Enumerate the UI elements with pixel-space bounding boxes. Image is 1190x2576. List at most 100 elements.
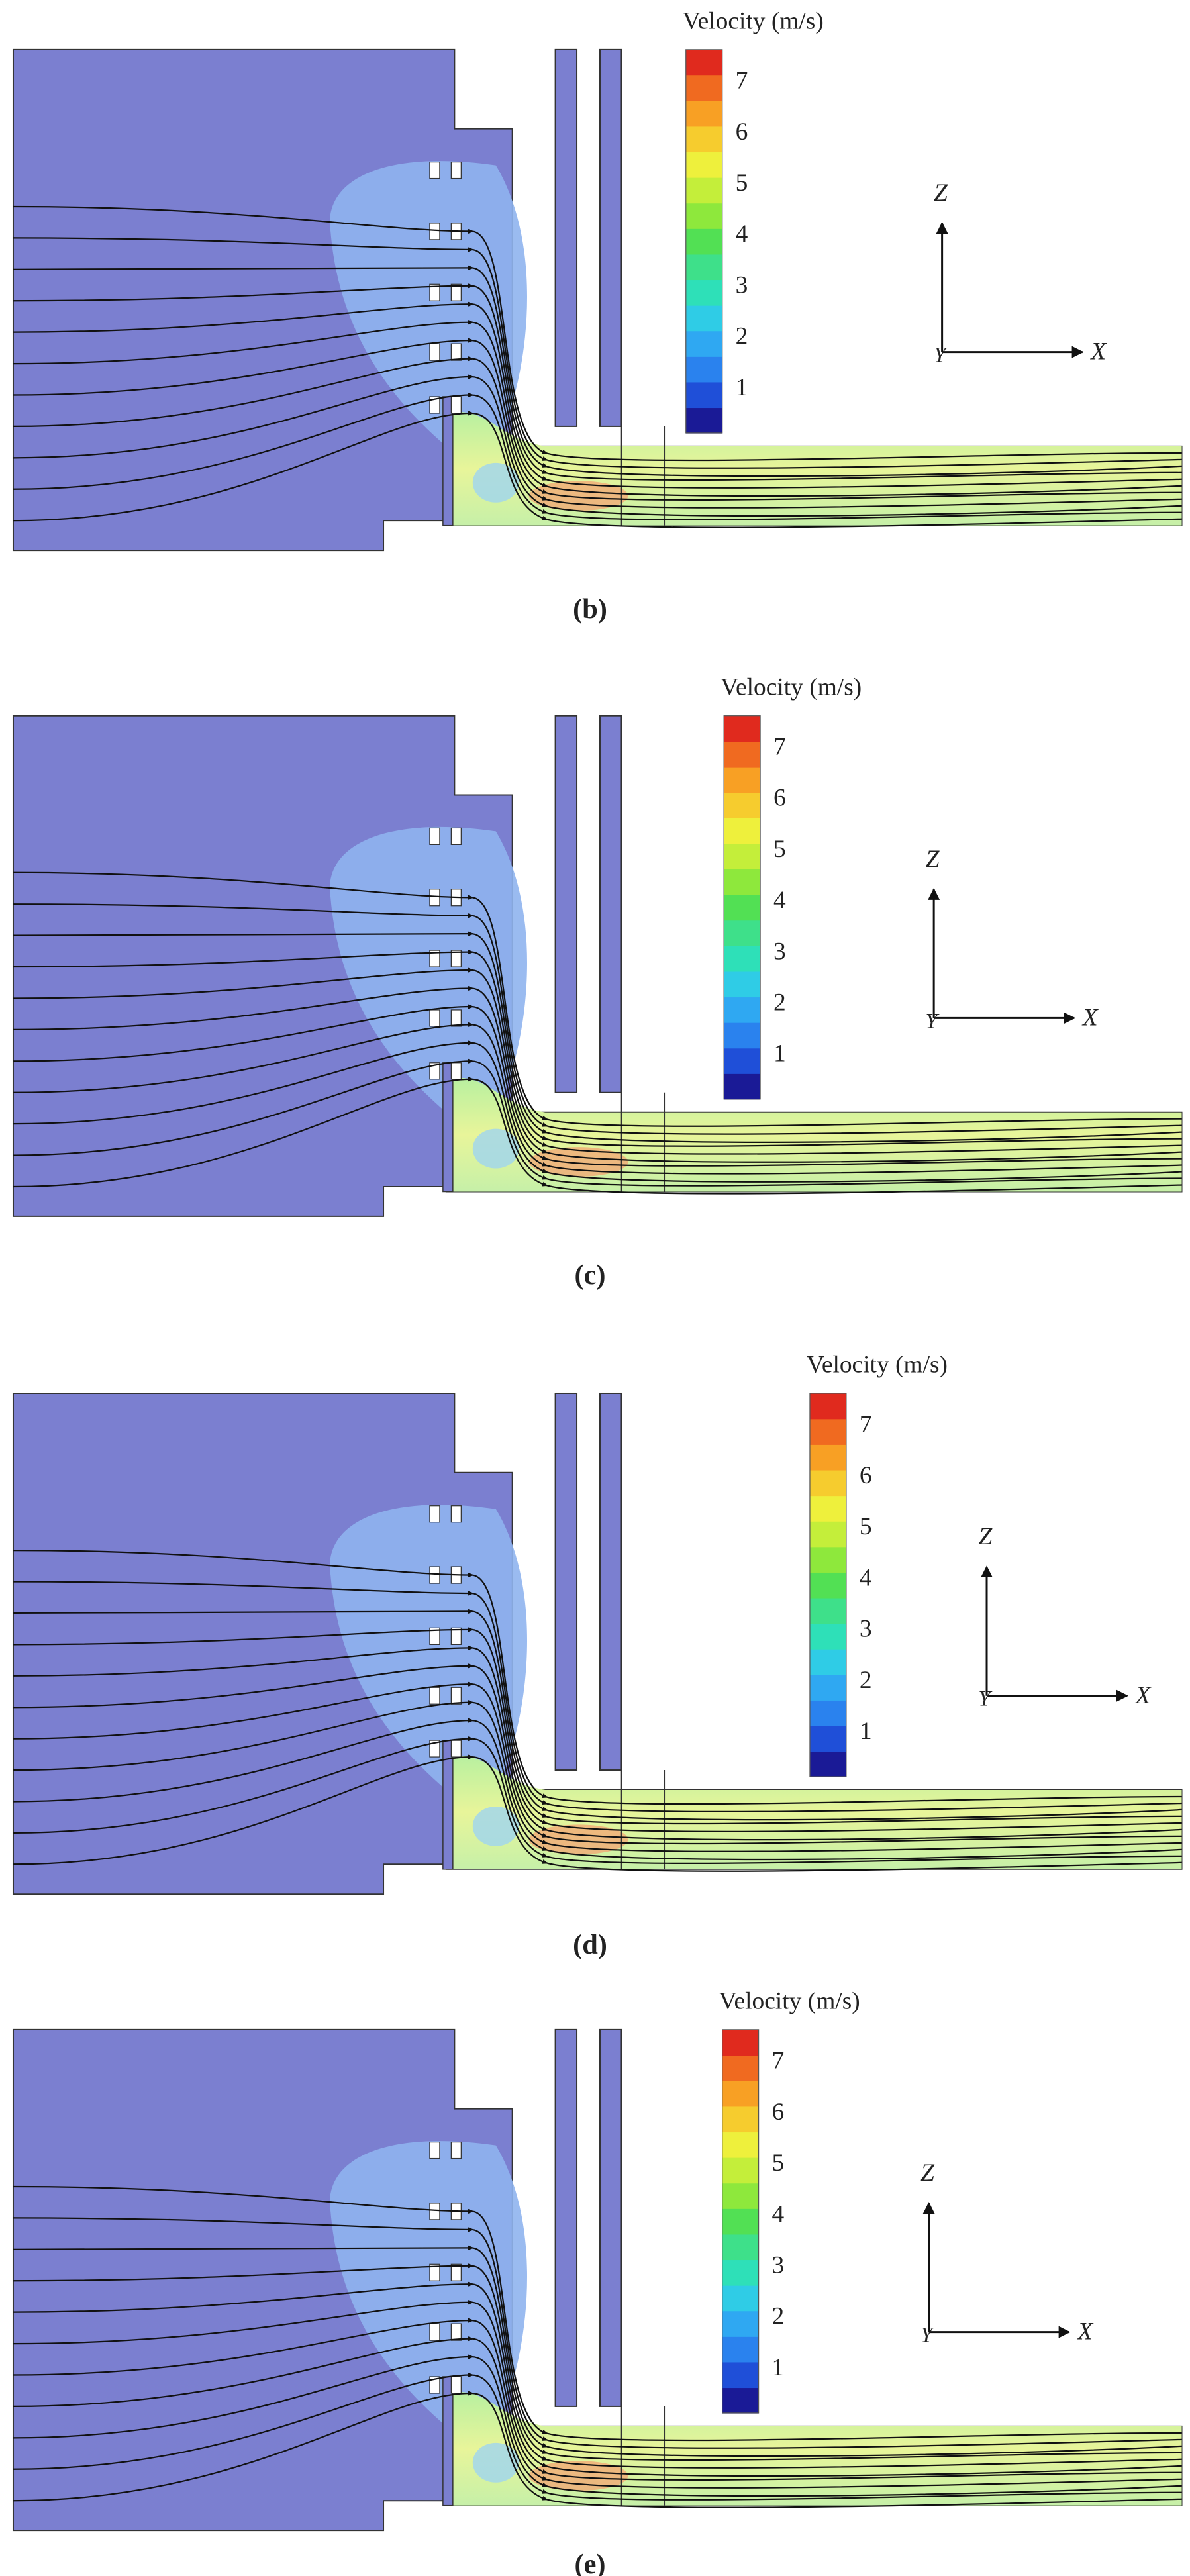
panel: Velocity (m/s) 1 2 3 4 5 6 7 Z X Y bbox=[12, 1352, 1183, 1895]
colorbar-band bbox=[809, 1725, 846, 1752]
colorbar-tick-label: 2 bbox=[860, 1667, 872, 1694]
colorbar-band bbox=[809, 1649, 846, 1675]
opening bbox=[429, 343, 440, 361]
opening bbox=[450, 2376, 462, 2394]
opening bbox=[429, 889, 440, 907]
colorbar-band bbox=[724, 1022, 761, 1049]
streamline bbox=[13, 2391, 1182, 2508]
opening bbox=[429, 827, 440, 845]
opening bbox=[429, 2141, 440, 2159]
panel: Velocity (m/s) 1 2 3 4 5 6 7 Z X Y bbox=[12, 673, 1183, 1217]
colorbar-tick-label: 5 bbox=[772, 2150, 785, 2177]
colorbar-tick-label: 2 bbox=[772, 2303, 785, 2330]
colorbar-band bbox=[724, 818, 761, 844]
colorbar-band bbox=[724, 894, 761, 921]
colorbar-band bbox=[722, 2285, 759, 2312]
channel-flow bbox=[446, 1756, 1182, 1869]
colorbar-tick-label: 6 bbox=[736, 119, 748, 146]
opening bbox=[429, 161, 440, 179]
opening bbox=[429, 283, 440, 301]
pier bbox=[599, 715, 622, 1093]
opening bbox=[450, 283, 462, 301]
opening bbox=[429, 2203, 440, 2220]
pier bbox=[599, 2028, 622, 2407]
colorbar-tick-label: 7 bbox=[773, 733, 786, 760]
colorbar-frame bbox=[722, 2029, 760, 2414]
colorbar-band bbox=[685, 305, 722, 332]
channel-flow bbox=[446, 1077, 1182, 1192]
colorbar-band bbox=[685, 203, 722, 229]
colorbar-band bbox=[809, 1520, 846, 1548]
colorbar-band bbox=[685, 101, 722, 127]
colorbar-band bbox=[685, 330, 722, 357]
colorbar-band bbox=[685, 356, 722, 383]
streamline bbox=[13, 1077, 1182, 1195]
colorbar-title: Velocity (m/s) bbox=[807, 1352, 948, 1379]
panel-caption: (e) bbox=[574, 2549, 605, 2576]
z-label: Z bbox=[934, 179, 948, 207]
opening bbox=[429, 1566, 440, 1584]
colorbar-band bbox=[722, 2183, 759, 2209]
colorbar-tick-label: 5 bbox=[860, 1513, 872, 1540]
opening bbox=[450, 1009, 462, 1027]
streamline bbox=[13, 411, 1182, 528]
colorbar-band bbox=[809, 1751, 846, 1777]
colorbar-band bbox=[722, 2208, 759, 2235]
colorbar-band bbox=[724, 741, 761, 768]
colorbar-band bbox=[809, 1700, 846, 1726]
colorbar-band bbox=[724, 920, 761, 946]
colorbar-band bbox=[722, 2310, 759, 2337]
colorbar-band bbox=[722, 2361, 759, 2389]
opening bbox=[450, 1627, 462, 1645]
pier bbox=[599, 48, 622, 427]
opening bbox=[450, 2263, 462, 2281]
colorbar-band bbox=[724, 946, 761, 972]
y-label: Y bbox=[979, 1687, 993, 1711]
colorbar-tick-label: 2 bbox=[773, 989, 786, 1016]
colorbar-band bbox=[809, 1597, 846, 1624]
colorbar-tick-label: 3 bbox=[736, 272, 748, 299]
colorbar-tick-label: 7 bbox=[736, 68, 748, 95]
colorbar-band bbox=[724, 869, 761, 895]
colorbar-band bbox=[809, 1393, 846, 1420]
colorbar-band bbox=[809, 1572, 846, 1599]
colorbar-band bbox=[685, 279, 722, 306]
panel-caption: (c) bbox=[574, 1260, 605, 1291]
colorbar-tick-label: 1 bbox=[773, 1040, 786, 1067]
opening bbox=[429, 1009, 440, 1027]
colorbar-band bbox=[809, 1469, 846, 1497]
opening bbox=[450, 2141, 462, 2159]
streamline bbox=[13, 1754, 1182, 1872]
colorbar-band bbox=[685, 177, 722, 204]
opening bbox=[450, 1687, 462, 1705]
pier bbox=[599, 1392, 622, 1771]
x-label: X bbox=[1081, 1005, 1099, 1032]
colorbar-tick-label: 3 bbox=[860, 1616, 872, 1643]
colorbar-band bbox=[685, 407, 722, 434]
colorbar-band bbox=[685, 75, 722, 101]
opening bbox=[450, 343, 462, 361]
colorbar-tick-label: 7 bbox=[860, 1411, 872, 1438]
colorbar-band bbox=[685, 254, 722, 281]
colorbar-tick-label: 4 bbox=[773, 887, 786, 914]
z-label: Z bbox=[979, 1523, 993, 1550]
colorbar-band bbox=[722, 2132, 759, 2158]
colorbar-title: Velocity (m/s) bbox=[719, 1988, 860, 2015]
colorbar-tick-label: 7 bbox=[772, 2048, 785, 2075]
colorbar-band bbox=[722, 2259, 759, 2286]
channel-flow bbox=[446, 411, 1182, 526]
colorbar-tick-label: 4 bbox=[860, 1564, 872, 1591]
colorbar-band bbox=[722, 2234, 759, 2261]
colorbar-band bbox=[724, 766, 761, 793]
opening bbox=[450, 1505, 462, 1523]
y-label: Y bbox=[934, 344, 948, 368]
pier bbox=[554, 2028, 578, 2407]
opening bbox=[429, 2323, 440, 2341]
colorbar-tick-label: 6 bbox=[773, 785, 786, 812]
panel-caption: (b) bbox=[573, 593, 607, 624]
colorbar-band bbox=[685, 126, 722, 153]
opening bbox=[429, 1062, 440, 1080]
opening bbox=[450, 1740, 462, 1758]
